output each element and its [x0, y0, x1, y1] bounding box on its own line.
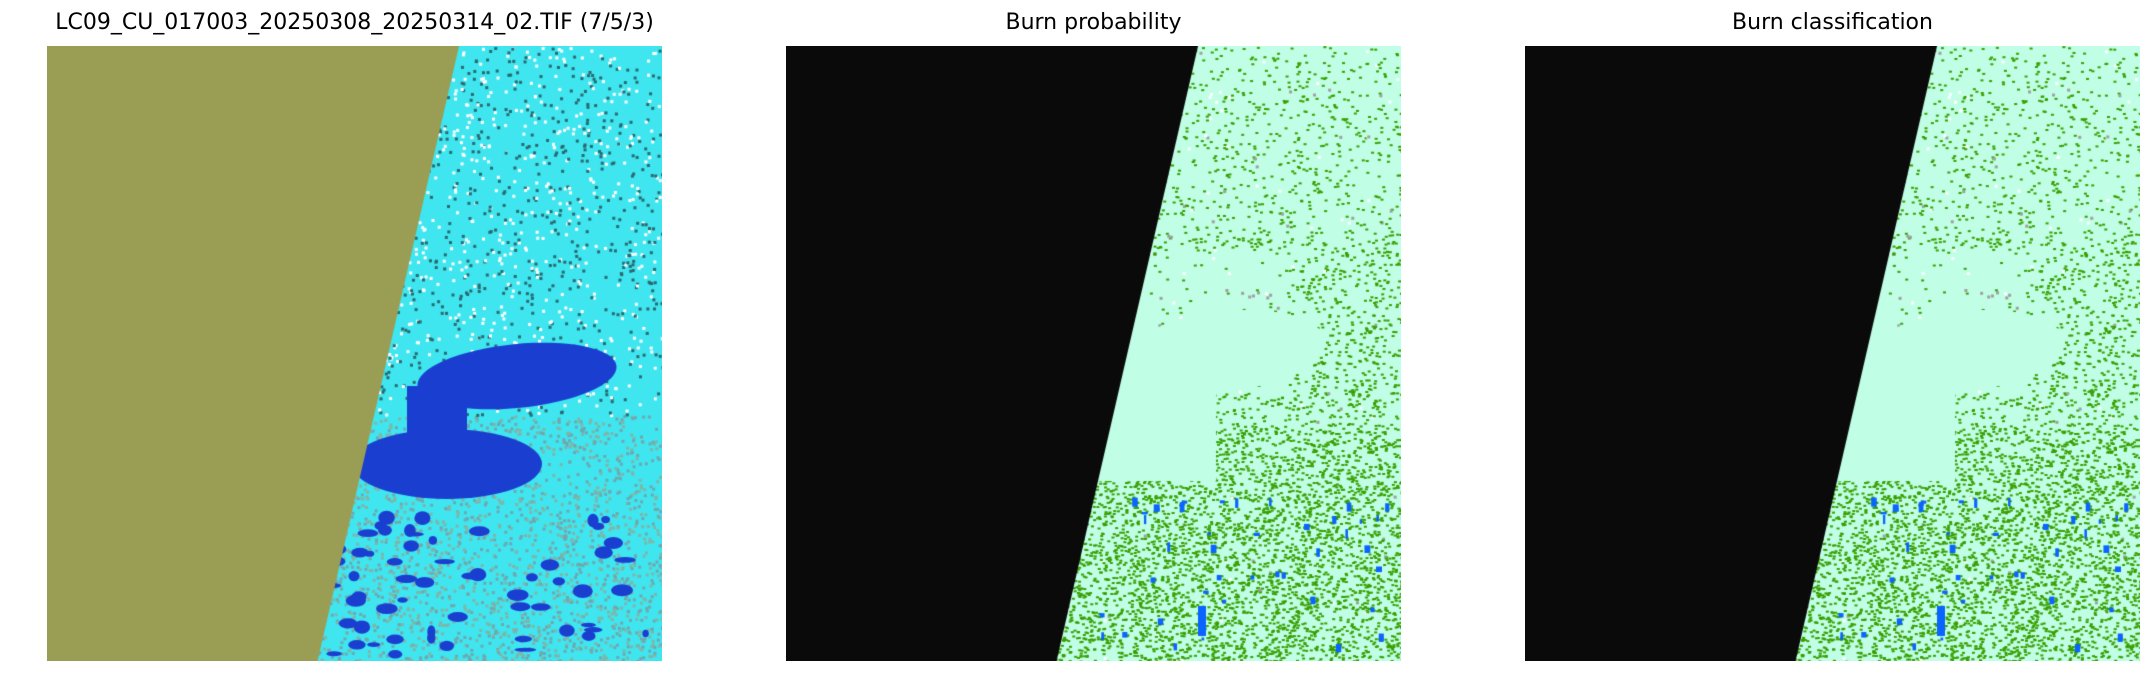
- burn-probability-image: [786, 46, 1401, 661]
- panel-title: Burn probability: [1005, 10, 1182, 35]
- burn-classification-image: [1525, 46, 2140, 661]
- rgb-composite-image: [47, 46, 662, 661]
- panel-burn-probability: Burn probability: [786, 0, 1401, 676]
- panel-burn-classification: Burn classification: [1525, 0, 2140, 676]
- panel-rgb-composite: LC09_CU_017003_20250308_20250314_02.TIF …: [47, 0, 662, 676]
- panel-title: LC09_CU_017003_20250308_20250314_02.TIF …: [55, 10, 654, 35]
- panel-title: Burn classification: [1732, 10, 1933, 35]
